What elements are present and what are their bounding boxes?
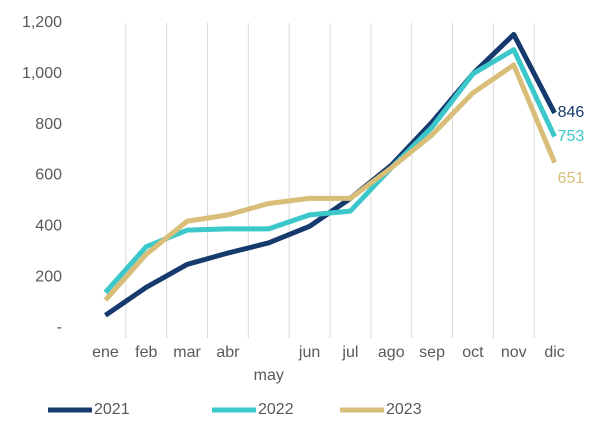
- series-line: [103, 62, 557, 302]
- y-tick-label: -: [57, 319, 62, 336]
- x-tick-label: dic: [544, 344, 564, 361]
- x-tick-label: jun: [298, 344, 320, 361]
- y-tick-label: 800: [35, 116, 62, 133]
- y-tick-label: 1,000: [22, 65, 62, 82]
- x-tick-label: nov: [501, 344, 527, 361]
- x-tick-label: feb: [135, 344, 157, 361]
- legend-label: 2023: [386, 401, 422, 418]
- legend-label: 2022: [258, 401, 294, 418]
- end-value-label: 651: [558, 170, 585, 187]
- y-tick-label: 400: [35, 218, 62, 235]
- legend-label: 2021: [94, 401, 130, 418]
- x-tick-label: abr: [216, 344, 240, 361]
- x-tick-label: may: [254, 367, 284, 384]
- x-tick-label: oct: [462, 344, 484, 361]
- y-tick-label: 1,200: [22, 14, 62, 31]
- y-tick-label: 600: [35, 167, 62, 184]
- x-tick-label: jul: [341, 344, 358, 361]
- end-value-label: 753: [558, 128, 585, 145]
- x-tick-label: ene: [92, 344, 119, 361]
- y-tick-label: 200: [35, 268, 62, 285]
- x-tick-label: mar: [173, 344, 201, 361]
- x-tick-label: ago: [378, 344, 405, 361]
- series-line: [103, 47, 557, 295]
- x-tick-label: sep: [419, 344, 445, 361]
- end-value-label: 846: [558, 104, 585, 121]
